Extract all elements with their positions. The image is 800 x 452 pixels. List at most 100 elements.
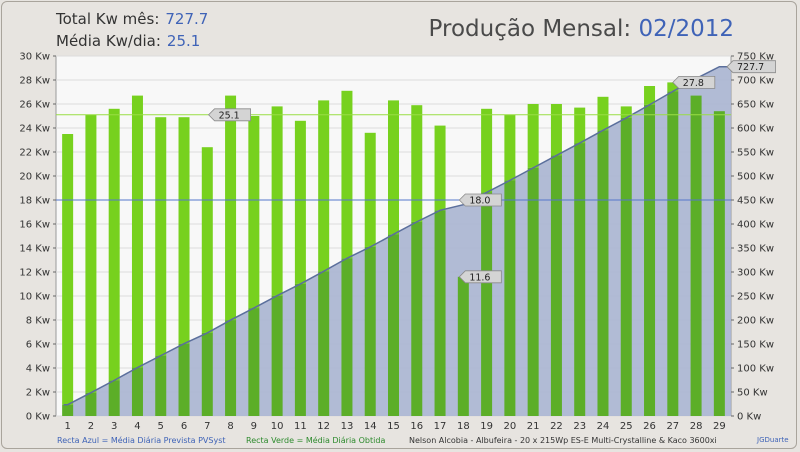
left-tick-label: 26 Kw: [19, 100, 50, 111]
bar-day-2: [85, 114, 97, 416]
right-tick-label: 350 Kw: [737, 244, 774, 255]
callout-green-line: 25.1: [208, 108, 251, 121]
bar-overlap-segment: [62, 404, 74, 416]
bar-day-8: [225, 95, 237, 416]
bar-overlap-segment: [457, 276, 469, 416]
bar-day-6: [178, 117, 190, 416]
bar-day-12: [318, 100, 330, 416]
x-tick-label: 26: [643, 421, 656, 432]
right-tick-label: 550 Kw: [737, 148, 774, 159]
bar-day-24: [597, 96, 609, 416]
bar-overlap-segment: [108, 380, 120, 416]
bar-top-segment: [620, 106, 632, 118]
bar-day-28: [690, 95, 702, 416]
x-tick-label: 7: [204, 421, 210, 432]
bar-day-15: [388, 100, 399, 416]
left-tick-label: 8 Kw: [26, 316, 50, 327]
right-tick-label: 200 Kw: [737, 316, 774, 327]
callout-box: [458, 270, 502, 284]
left-tick-label: 0 Kw: [26, 412, 50, 423]
left-tick-label: 24 Kw: [19, 124, 50, 135]
bar-day-1: [62, 134, 74, 416]
x-tick-label: 6: [181, 421, 187, 432]
x-tick-label: 29: [713, 421, 726, 432]
cumulative-line: [63, 65, 731, 406]
x-tick-label: 18: [457, 421, 470, 432]
bar-overlap-segment: [225, 320, 237, 416]
bar-day-22: [550, 104, 562, 416]
bar-overlap-segment: [574, 143, 586, 416]
blue-line-legend: Recta Azul = Média Diária Prevista PVSys…: [57, 436, 226, 445]
total-month-label: Total Kw mês:: [56, 10, 160, 28]
bar-overlap-segment: [155, 355, 167, 416]
callout-box: [458, 193, 502, 207]
left-tick-label: 6 Kw: [26, 340, 50, 351]
bar-top-segment: [364, 132, 376, 247]
callout-text: 25.1: [219, 110, 240, 121]
x-tick-label: 3: [111, 421, 117, 432]
left-tick-label: 12 Kw: [19, 268, 50, 279]
callout-text: 27.8: [683, 78, 704, 89]
bar-day-11: [294, 120, 306, 416]
callout-box: [726, 60, 776, 74]
bar-day-18: [457, 276, 469, 416]
x-tick-label: 25: [620, 421, 633, 432]
callout-blue-line: 18.0: [458, 193, 502, 207]
x-tick-label: 2: [88, 421, 94, 432]
right-tick-label: 100 Kw: [737, 364, 774, 375]
bar-overlap-segment: [667, 91, 679, 416]
green-line-legend: Recta Verde = Média Diária Obtida: [246, 436, 386, 445]
right-tick-label: 700 Kw: [737, 76, 774, 87]
x-tick-label: 5: [158, 421, 164, 432]
bar-day-27: [667, 82, 679, 416]
left-tick-label: 2 Kw: [26, 388, 50, 399]
bar-day-5: [155, 117, 167, 416]
right-tick-label: 650 Kw: [737, 100, 774, 111]
right-tick-label: 750 Kw: [737, 52, 774, 63]
bar-top-segment: [271, 106, 283, 296]
bar-day-25: [620, 106, 632, 417]
bar-overlap-segment: [434, 210, 446, 416]
bar-day-20: [504, 114, 516, 416]
left-tick-label: 14 Kw: [19, 244, 50, 255]
chart-title-period: 02/2012: [638, 16, 734, 42]
x-tick-label: 4: [134, 421, 140, 432]
bar-top-segment: [411, 105, 423, 222]
bar-day-3: [108, 108, 120, 416]
bar-overlap-segment: [201, 332, 213, 416]
bar-top-segment: [527, 104, 539, 168]
bar-overlap-segment: [248, 308, 260, 416]
bar-overlap-segment: [690, 95, 702, 416]
bar-day-14: [364, 132, 376, 416]
callout-text: 18.0: [469, 196, 490, 207]
bar-overlap-segment: [713, 111, 725, 416]
x-tick-label: 9: [251, 421, 257, 432]
bar-top-segment: [155, 117, 167, 356]
left-tick-label: 30 Kw: [19, 52, 50, 63]
bar-day-21: [527, 104, 539, 416]
bar-day-16: [411, 105, 423, 416]
chart-title: Produção Mensal: 02/2012: [429, 16, 734, 42]
installation-info: Nelson Alcobia - Albufeira - 20 x 215Wp …: [409, 436, 717, 445]
bar-top-segment: [294, 120, 306, 284]
bar-top-segment: [178, 117, 190, 344]
left-tick-label: 16 Kw: [19, 220, 50, 231]
bar-overlap-segment: [481, 192, 493, 416]
right-tick-label: 450 Kw: [737, 196, 774, 207]
right-tick-label: 600 Kw: [737, 124, 774, 135]
bar-top-segment: [248, 116, 260, 309]
total-month-stat: Total Kw mês: 727.7: [56, 10, 208, 28]
right-tick-label: 250 Kw: [737, 292, 774, 303]
left-tick-label: 18 Kw: [19, 196, 50, 207]
x-tick-label: 12: [317, 421, 330, 432]
x-tick-label: 21: [527, 421, 540, 432]
bar-overlap-segment: [318, 271, 330, 416]
bar-day-10: [271, 106, 283, 416]
x-tick-label: 23: [573, 421, 586, 432]
bar-overlap-segment: [597, 130, 609, 416]
bar-overlap-segment: [550, 155, 562, 416]
bar-day-4: [131, 95, 143, 416]
bar-top-segment: [201, 147, 213, 333]
bar-top-segment: [667, 82, 679, 92]
